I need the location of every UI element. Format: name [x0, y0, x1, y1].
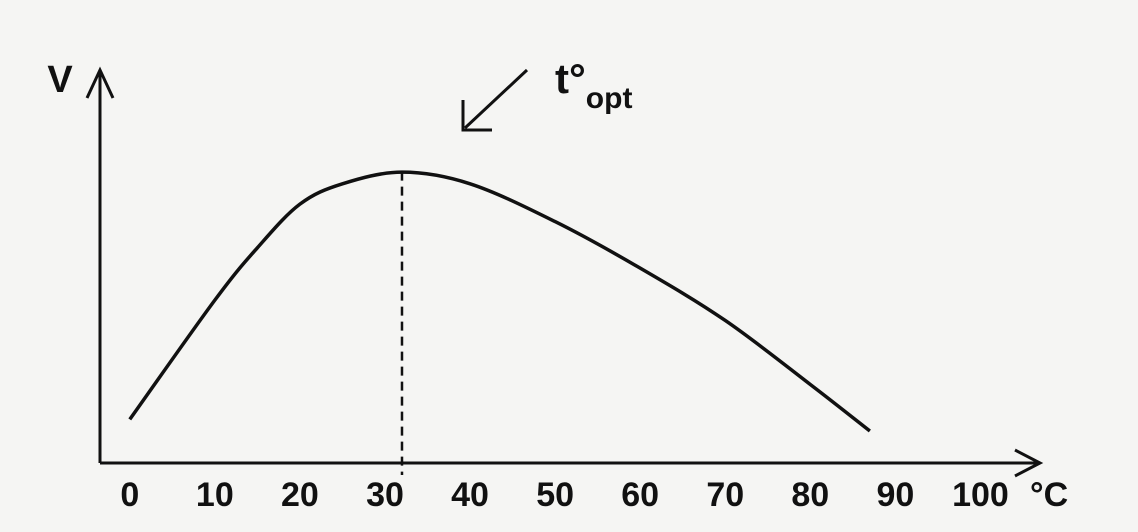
annotation-arrow-head	[461, 100, 492, 132]
x-tick-label: 100	[952, 476, 1009, 514]
annotation: t°opt	[555, 55, 632, 115]
x-tick-label: 60	[621, 476, 659, 514]
y-axis-label: V	[47, 59, 73, 101]
y-axis-arrow	[85, 66, 115, 99]
x-tick-label: 50	[536, 476, 574, 514]
x-tick-label: 20	[281, 476, 319, 514]
annotation-arrow	[463, 68, 529, 130]
annotation-text: t°	[555, 55, 586, 102]
x-tick-label: 30	[366, 476, 404, 514]
x-tick-label: 90	[876, 476, 914, 514]
annotation-subscript: opt	[586, 82, 633, 115]
x-tick-label: 80	[791, 476, 829, 514]
x-tick-label: 40	[451, 476, 489, 514]
x-tick-label: 70	[706, 476, 744, 514]
x-axis-arrow	[1014, 448, 1044, 478]
x-axis-label: °C	[1030, 476, 1068, 514]
x-tick-label: 0	[120, 476, 139, 514]
curve	[128, 170, 871, 433]
x-tick-label: 10	[196, 476, 234, 514]
